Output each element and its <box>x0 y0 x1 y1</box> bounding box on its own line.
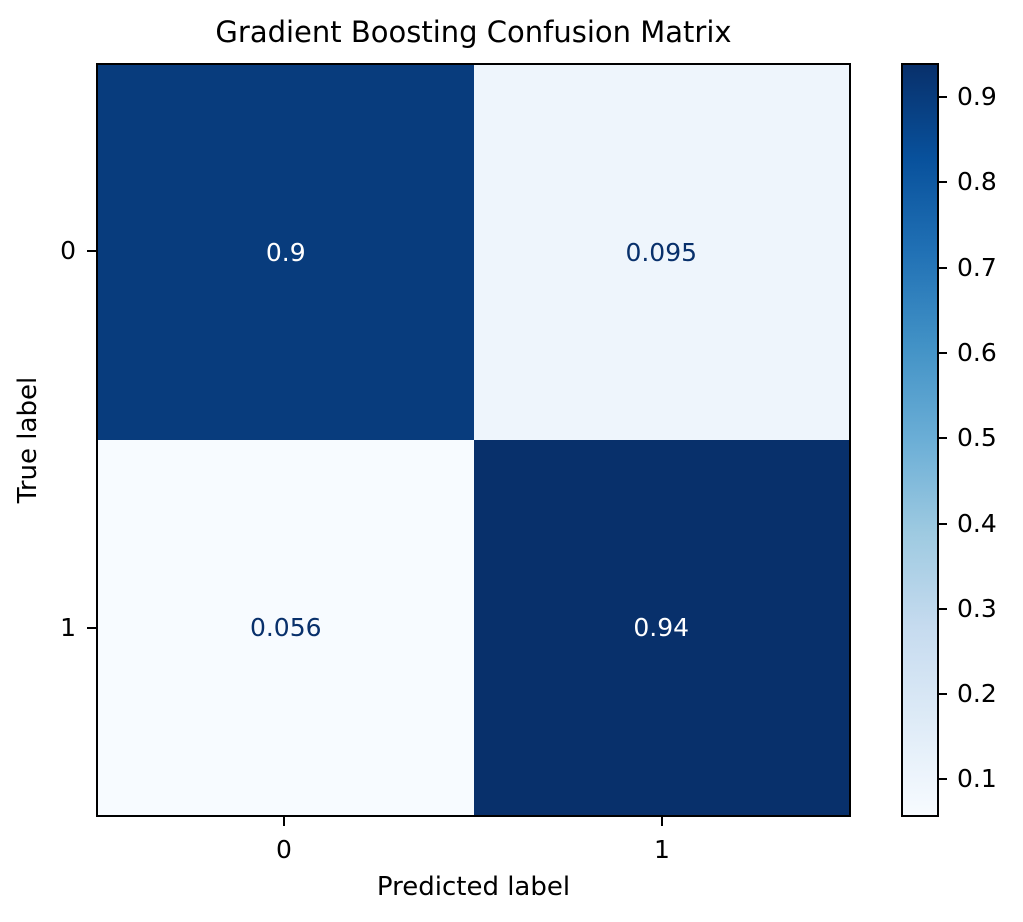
colorbar-tick-label: 0.3 <box>957 593 997 623</box>
x-tick-mark <box>661 817 663 826</box>
cell-value: 0.94 <box>633 613 690 642</box>
colorbar-tick-label: 0.5 <box>957 423 997 453</box>
y-tick-label-1: 1 <box>60 613 76 642</box>
colorbar <box>901 63 939 817</box>
y-tick-label-0: 0 <box>60 236 76 265</box>
colorbar-tick-mark <box>939 266 947 269</box>
matrix-cell-r1c1: 0.94 <box>473 440 849 815</box>
colorbar-tick-mark <box>939 607 947 610</box>
colorbar-tick-label: 0.2 <box>957 679 997 709</box>
colorbar-tick-mark <box>939 522 947 525</box>
cell-value: 0.056 <box>249 613 322 642</box>
x-tick-mark <box>283 817 285 826</box>
matrix-cell-r1c0: 0.056 <box>98 440 474 815</box>
colorbar-tick-mark <box>939 96 947 99</box>
y-tick-mark <box>87 250 96 252</box>
y-tick-mark <box>87 627 96 629</box>
x-axis-label: Predicted label <box>376 872 571 902</box>
matrix-cell-r0c0: 0.9 <box>98 65 474 440</box>
chart-title: Gradient Boosting Confusion Matrix <box>215 15 732 49</box>
y-axis-label: True label <box>13 376 43 504</box>
colorbar-tick-mark <box>939 778 947 781</box>
x-tick-label-0: 0 <box>276 835 292 864</box>
colorbar-tick-mark <box>939 352 947 354</box>
x-tick-label-1: 1 <box>654 835 670 864</box>
colorbar-tick-mark <box>939 181 947 184</box>
colorbar-tick-label: 0.6 <box>957 338 997 367</box>
cell-value: 0.9 <box>265 238 306 267</box>
colorbar-tick-mark <box>939 693 947 696</box>
colorbar-tick-label: 0.9 <box>957 82 997 112</box>
colorbar-tick-label: 0.7 <box>957 252 997 282</box>
colorbar-tick-mark <box>939 437 947 440</box>
heatmap-plot: 0.9 0.095 0.056 0.94 <box>96 63 851 817</box>
cell-value: 0.095 <box>625 238 698 267</box>
matrix-cell-r0c1: 0.095 <box>473 65 849 440</box>
colorbar-tick-label: 0.8 <box>957 167 997 197</box>
colorbar-tick-label: 0.4 <box>957 508 997 538</box>
colorbar-tick-label: 0.1 <box>957 764 997 794</box>
